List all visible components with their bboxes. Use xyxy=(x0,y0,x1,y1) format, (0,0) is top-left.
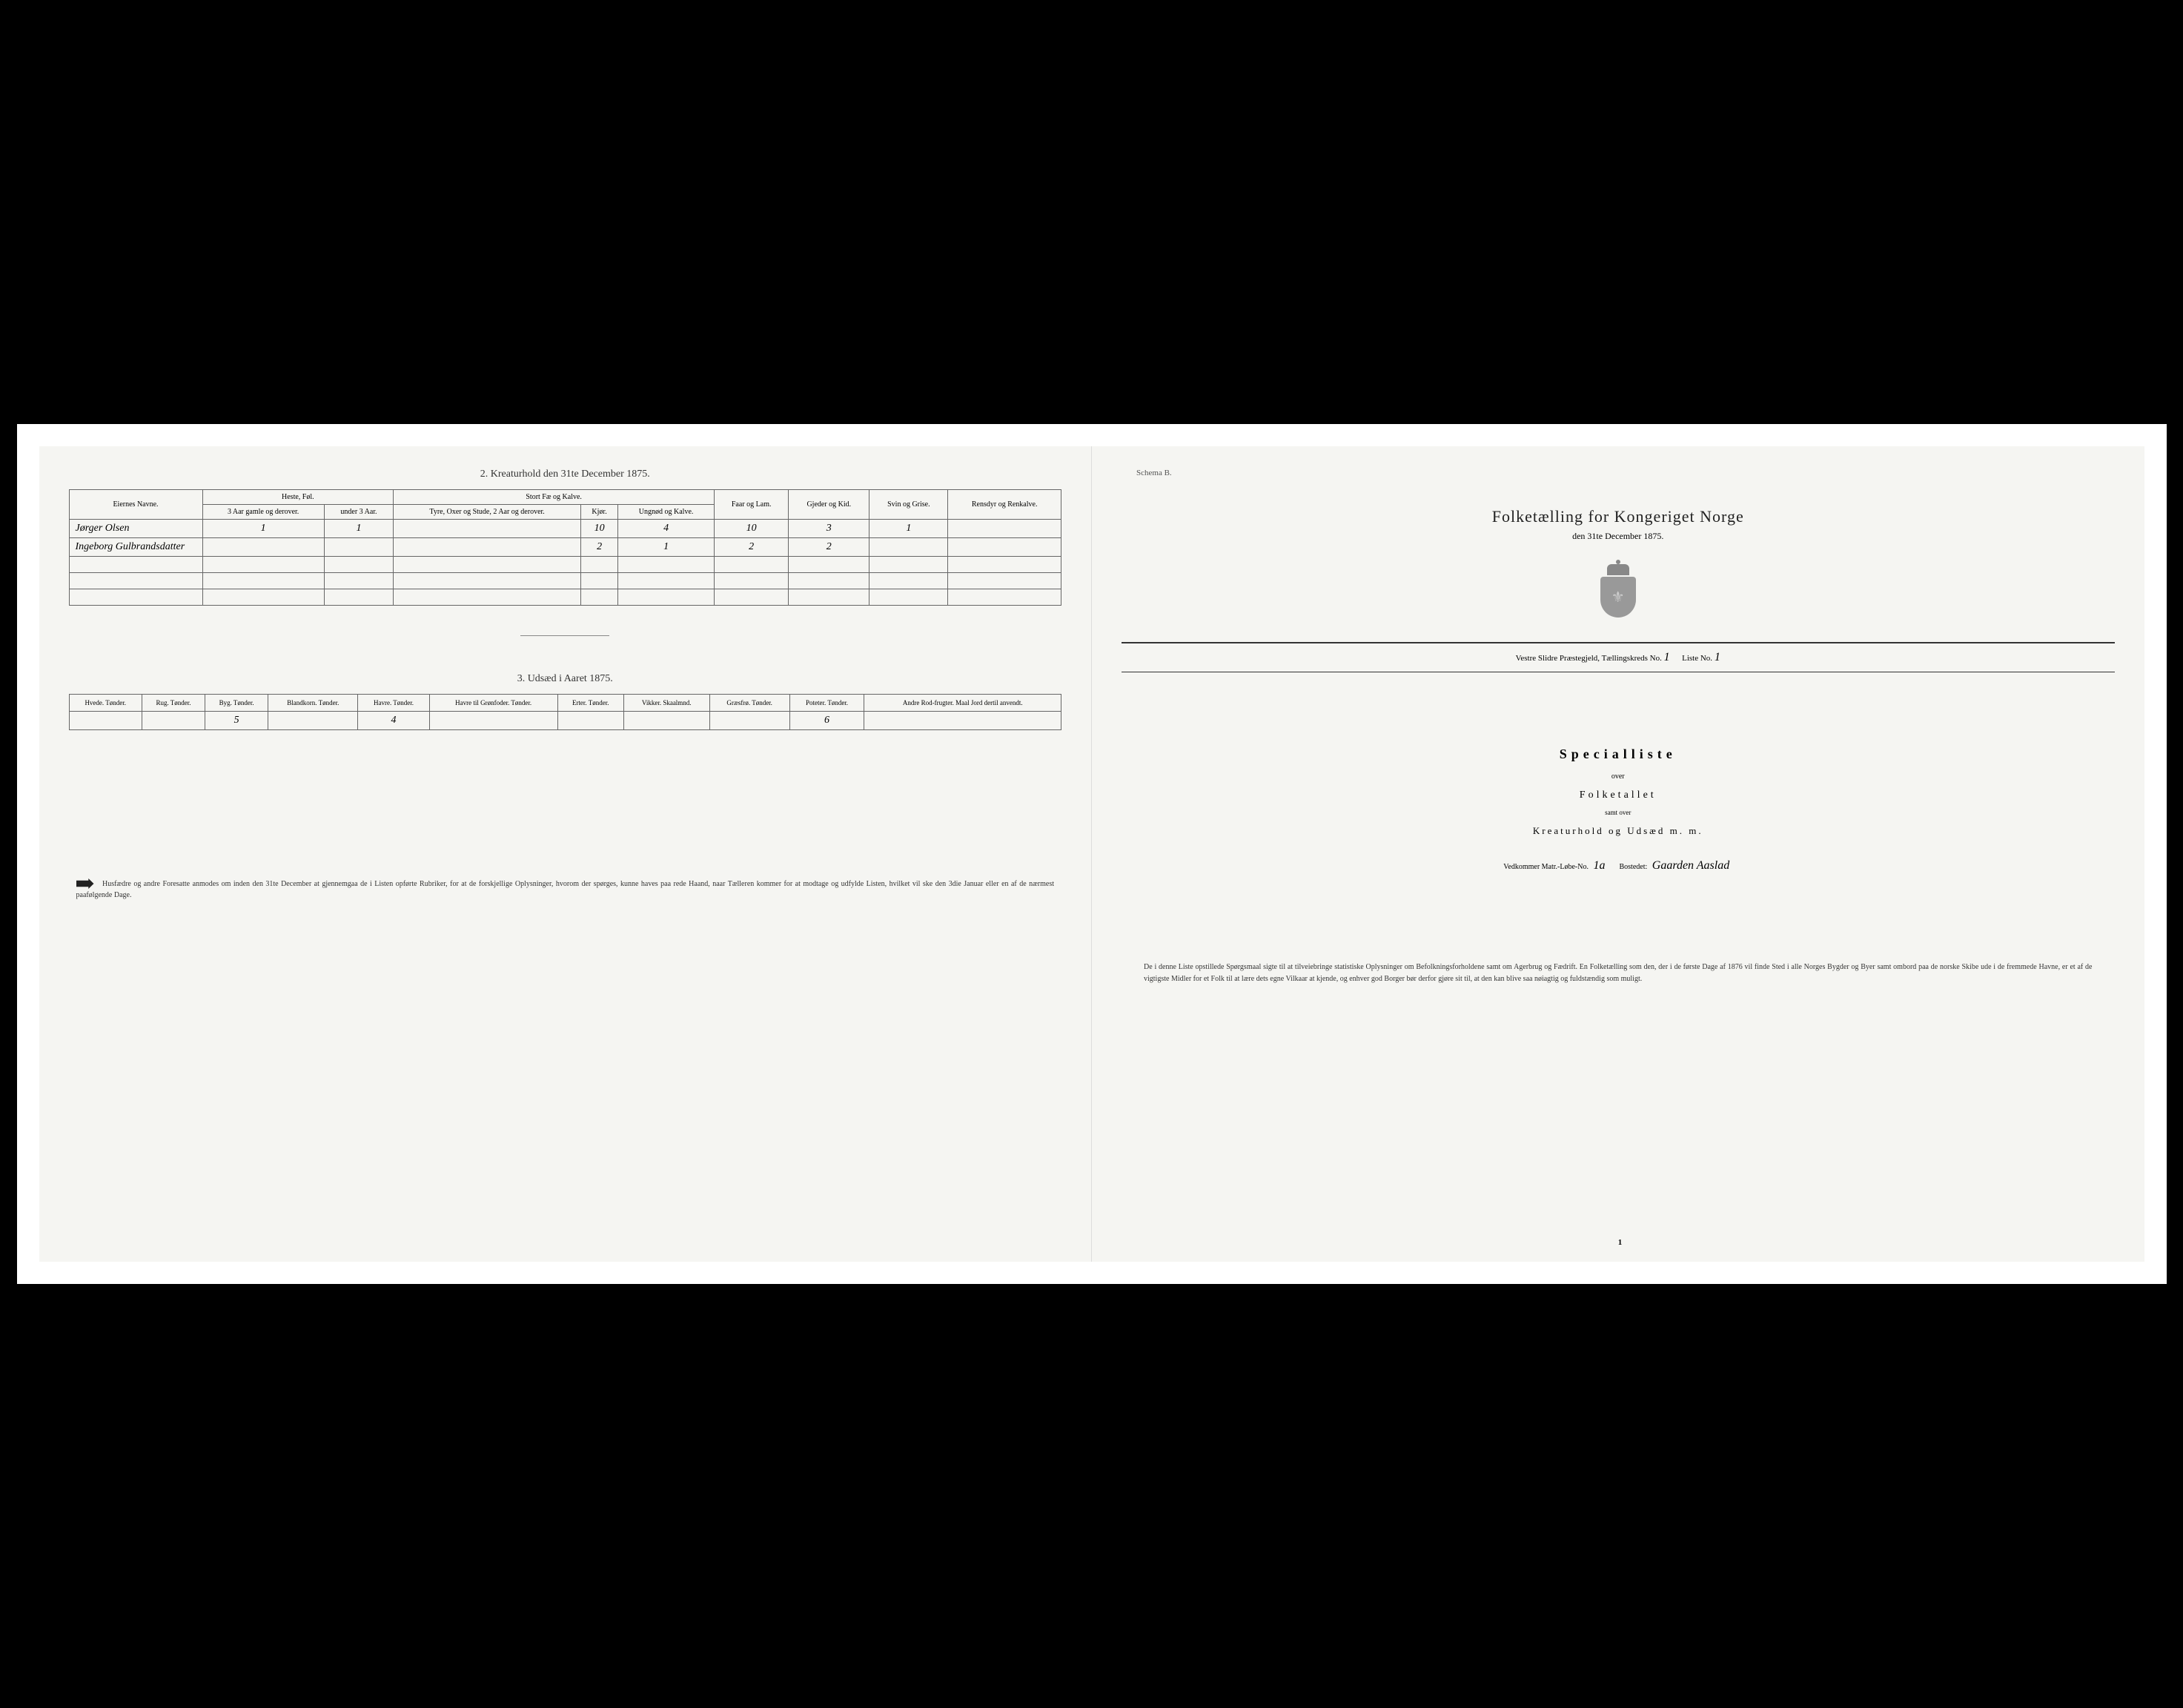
cell xyxy=(623,712,709,730)
th-cattle: Stort Fæ og Kalve. xyxy=(394,490,715,505)
cell xyxy=(394,538,581,557)
table-row xyxy=(69,589,1061,606)
livestock-table: Eiernes Navne. Heste, Føl. Stort Fæ og K… xyxy=(69,489,1062,606)
folketallet-title: Folketallet xyxy=(1122,790,2115,801)
left-page: 2. Kreaturhold den 31te December 1875. E… xyxy=(39,446,1093,1262)
liste-no: 1 xyxy=(1715,651,1720,663)
main-title: Folketælling for Kongeriget Norge xyxy=(1122,507,2115,526)
th-wheat: Hvede. Tønder. xyxy=(69,695,142,712)
th-cows: Kjør. xyxy=(581,505,618,520)
cell xyxy=(202,538,324,557)
divider xyxy=(520,635,609,636)
cell xyxy=(268,712,358,730)
section2-title: 2. Kreaturhold den 31te December 1875. xyxy=(69,469,1062,480)
cell: 2 xyxy=(789,538,869,557)
cell xyxy=(948,538,1061,557)
cell xyxy=(864,712,1061,730)
over-label: over xyxy=(1122,772,2115,781)
th-potatoes: Poteter. Tønder. xyxy=(789,695,864,712)
right-page: Schema B. Folketælling for Kongeriget No… xyxy=(1092,446,2144,1262)
document-spread: 2. Kreaturhold den 31te December 1875. E… xyxy=(39,446,2144,1262)
table-row xyxy=(69,573,1061,589)
cell: 2 xyxy=(581,538,618,557)
cell: 1 xyxy=(324,520,393,538)
th-horses-3plus: 3 Aar gamle og derover. xyxy=(202,505,324,520)
pointing-hand-icon xyxy=(76,878,94,889)
owner-name: Ingeborg Gulbrandsdatter xyxy=(69,538,202,557)
scan-frame: 2. Kreaturhold den 31te December 1875. E… xyxy=(17,424,2167,1284)
cell: 6 xyxy=(789,712,864,730)
cell xyxy=(394,520,581,538)
cell xyxy=(429,712,557,730)
cell xyxy=(324,538,393,557)
table-row: Ingeborg Gulbrandsdatter 2 1 2 2 xyxy=(69,538,1061,557)
cell xyxy=(709,712,789,730)
matr-value: 1a xyxy=(1593,859,1605,872)
th-oats-fodder: Havre til Grønfoder. Tønder. xyxy=(429,695,557,712)
th-reindeer: Rensdyr og Renkalve. xyxy=(948,490,1061,520)
th-mixed: Blandkorn. Tønder. xyxy=(268,695,358,712)
th-bulls: Tyre, Oxer og Stude, 2 Aar og derover. xyxy=(394,505,581,520)
left-footnote: Husfædre og andre Foresatte anmodes om i… xyxy=(69,878,1062,901)
th-grass: Græsfrø. Tønder. xyxy=(709,695,789,712)
cell: 1 xyxy=(869,520,948,538)
table-row xyxy=(69,557,1061,573)
schema-label: Schema B. xyxy=(1136,469,2115,477)
th-oats: Havre. Tønder. xyxy=(358,695,429,712)
cell xyxy=(557,712,623,730)
th-sheep: Faar og Lam. xyxy=(715,490,789,520)
cell: 5 xyxy=(205,712,268,730)
th-peas: Erter. Tønder. xyxy=(557,695,623,712)
samt-over-label: samt over xyxy=(1122,809,2115,816)
bosted-value: Gaarden Aaslad xyxy=(1652,859,1729,872)
th-horses: Heste, Føl. xyxy=(202,490,394,505)
table-row: Jørger Olsen 1 1 10 4 10 3 1 xyxy=(69,520,1061,538)
cell xyxy=(142,712,205,730)
table-row: 5 4 6 xyxy=(69,712,1061,730)
th-vetch: Vikker. Skaalmnd. xyxy=(623,695,709,712)
bosted-label: Bostedet: xyxy=(1619,863,1647,871)
th-barley: Byg. Tønder. xyxy=(205,695,268,712)
cell: 2 xyxy=(715,538,789,557)
section3-title: 3. Udsæd i Aaret 1875. xyxy=(69,673,1062,685)
page-number: 1 xyxy=(1618,1238,1623,1247)
th-pigs: Svin og Grise. xyxy=(869,490,948,520)
parish-line: Vestre Slidre Præstegjeld, Tællingskreds… xyxy=(1122,642,2115,672)
matr-label: Vedkommer Matr.-Løbe-No. xyxy=(1503,863,1589,871)
owner-name: Jørger Olsen xyxy=(69,520,202,538)
sowing-table: Hvede. Tønder. Rug. Tønder. Byg. Tønder.… xyxy=(69,694,1062,730)
th-horses-under3: under 3 Aar. xyxy=(324,505,393,520)
form-line: Vedkommer Matr.-Løbe-No. 1a Bostedet: Ga… xyxy=(1122,859,2115,873)
specialliste-title: Specialliste xyxy=(1122,747,2115,762)
cell: 3 xyxy=(789,520,869,538)
cell: 1 xyxy=(618,538,715,557)
cell: 4 xyxy=(358,712,429,730)
kreatur-line: Kreaturhold og Udsæd m. m. xyxy=(1122,825,2115,837)
cell xyxy=(869,538,948,557)
th-rye: Rug. Tønder. xyxy=(142,695,205,712)
th-goats: Gjeder og Kid. xyxy=(789,490,869,520)
cell xyxy=(69,712,142,730)
coat-of-arms-icon: ⚜ xyxy=(1596,564,1640,620)
kreds-no: 1 xyxy=(1664,651,1670,663)
cell: 1 xyxy=(202,520,324,538)
cell: 10 xyxy=(581,520,618,538)
th-owner: Eiernes Navne. xyxy=(69,490,202,520)
cell: 4 xyxy=(618,520,715,538)
cell xyxy=(948,520,1061,538)
liste-label: Liste No. xyxy=(1682,654,1712,663)
parish-prefix: Vestre Slidre Præstegjeld, Tællingskreds… xyxy=(1516,654,1662,663)
cell: 10 xyxy=(715,520,789,538)
right-footnote: De i denne Liste opstillede Spørgsmaal s… xyxy=(1122,961,2115,985)
footnote-text: Husfædre og andre Foresatte anmodes om i… xyxy=(76,880,1055,899)
sub-date: den 31te December 1875. xyxy=(1122,531,2115,542)
th-roots: Andre Rod-frugter. Maal Jord dertil anve… xyxy=(864,695,1061,712)
th-calves: Ungnød og Kalve. xyxy=(618,505,715,520)
